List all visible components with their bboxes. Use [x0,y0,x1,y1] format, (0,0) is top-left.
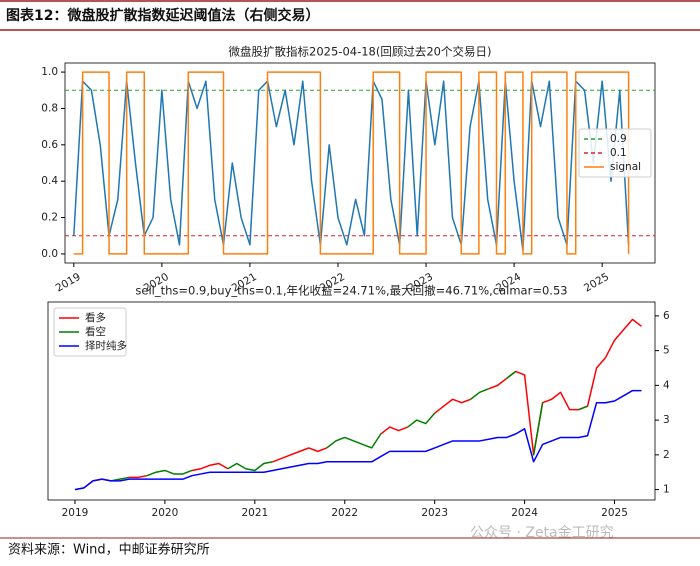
y-tick-label: 6 [663,310,670,322]
x-tick-label: 2021 [241,507,268,519]
x-tick-label: 2019 [62,507,89,519]
series-line [73,71,630,255]
figure-title: 图表12：微盘股扩散指数延迟阈值法（右侧交易） [6,7,319,24]
y-tick-label: 3 [663,414,670,426]
legend-label: 0.9 [610,133,627,145]
legend-label: 0.1 [610,147,627,159]
plot-frame [47,301,656,501]
y-tick-label: 0.6 [41,139,58,151]
y-tick-label: 0.2 [41,212,58,224]
y-tick-label: 4 [663,379,670,391]
source-note: 资料来源：Wind，中邮证券研究所 [8,542,210,558]
chart-title: sell_ths=0.9,buy_ths=0.1,年化收益=24.71%,最大回… [135,284,567,298]
y-tick-label: 1 [663,484,670,496]
y-tick-label: 1.0 [41,66,58,78]
series-line [75,326,642,489]
x-tick-label: 2020 [152,507,179,519]
x-tick-label: 2023 [421,507,448,519]
watermark: 公众号 · Zeta金工研究 [470,525,614,541]
legend-label: signal [610,161,641,173]
x-tick-label: 2022 [331,507,358,519]
y-tick-label: 0.4 [41,175,58,187]
legend-box [53,307,127,357]
x-tick-label: 2025 [601,507,628,519]
legend-label: 看多 [85,311,106,324]
chart-title: 微盘股扩散指标2025-04-18(回顾过去20个交易日) [229,45,492,59]
y-tick-label: 0.8 [41,102,58,114]
series-line [73,80,630,252]
x-tick-label: 2025 [582,271,611,295]
y-tick-label: 2 [663,449,670,461]
legend-box [578,128,652,178]
y-tick-label: 5 [663,345,670,357]
legend-label: 择时纯多 [85,339,127,352]
series-line [83,318,642,489]
x-tick-label: 2024 [511,507,538,519]
plot-frame [64,62,656,264]
series-line [74,389,642,491]
x-tick-label: 2019 [54,271,83,295]
legend-label: 看空 [85,325,106,338]
y-tick-label: 0.0 [41,248,58,260]
